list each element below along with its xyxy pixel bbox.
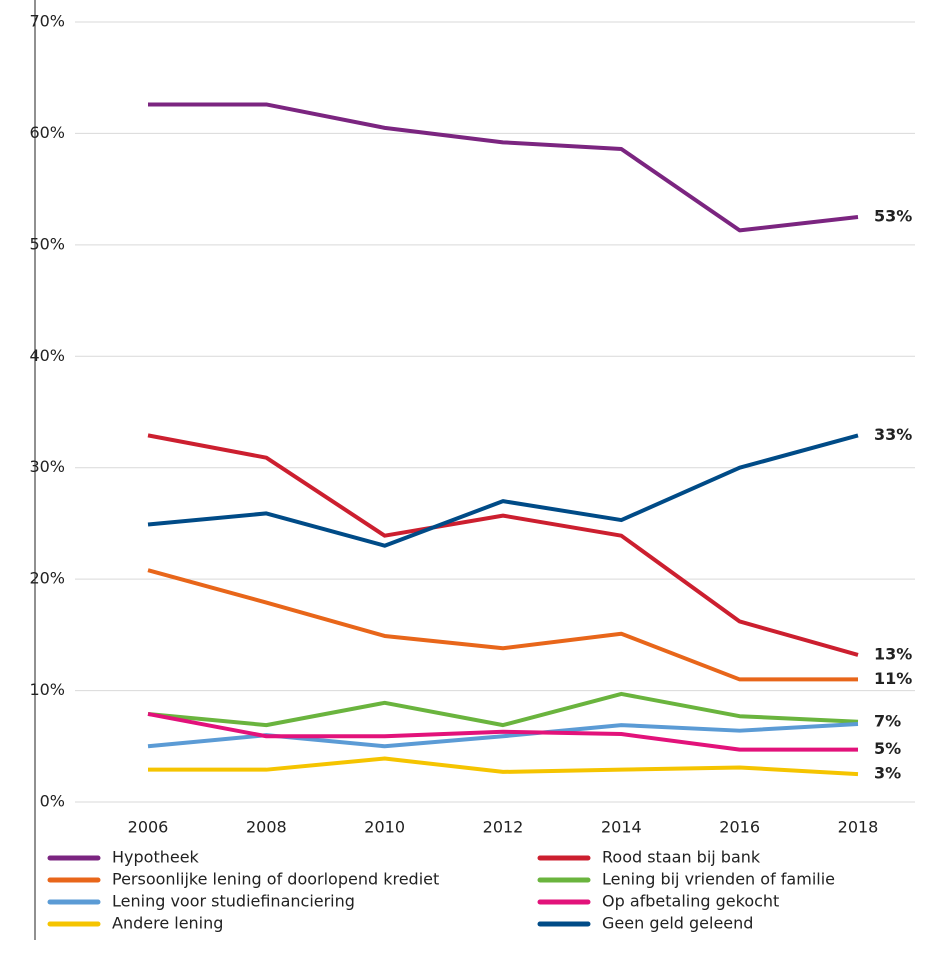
data-label: 3% <box>874 764 901 783</box>
legend-label: Lening bij vrienden of familie <box>602 870 835 889</box>
legend-label: Persoonlijke lening of doorlopend kredie… <box>112 870 439 889</box>
legend-label: Lening voor studiefinanciering <box>112 892 355 911</box>
series-line <box>147 712 858 752</box>
data-label: 7% <box>874 711 901 730</box>
series-line <box>147 433 859 657</box>
y-tick-label: 30% <box>29 457 65 476</box>
y-tick-label: 70% <box>29 12 65 31</box>
series-line <box>147 433 859 548</box>
series-line <box>147 568 858 682</box>
x-tick-label: 2016 <box>719 818 760 837</box>
legend-label: Andere lening <box>112 914 223 933</box>
x-tick-label: 2014 <box>601 818 642 837</box>
x-tick-label: 2010 <box>364 818 405 837</box>
data-label: 33% <box>874 425 912 444</box>
legend-label: Rood staan bij bank <box>602 848 761 867</box>
series-line <box>148 102 859 233</box>
data-label: 13% <box>874 644 912 663</box>
series-line <box>147 691 859 728</box>
data-label: 53% <box>874 207 912 226</box>
legend-label: Op afbetaling gekocht <box>602 892 779 911</box>
y-tick-label: 20% <box>29 569 65 588</box>
legend-label: Geen geld geleend <box>602 914 753 933</box>
data-label: 11% <box>874 669 912 688</box>
y-tick-label: 50% <box>29 234 65 253</box>
x-tick-label: 2018 <box>838 818 879 837</box>
y-tick-label: 0% <box>40 792 65 811</box>
series-line <box>148 756 859 777</box>
legend-label: Hypotheek <box>112 848 200 867</box>
x-tick-label: 2006 <box>128 818 169 837</box>
y-tick-label: 10% <box>29 680 65 699</box>
y-tick-label: 60% <box>29 123 65 142</box>
y-tick-label: 40% <box>29 346 65 365</box>
data-label: 5% <box>874 739 901 758</box>
x-tick-label: 2012 <box>483 818 524 837</box>
x-tick-label: 2008 <box>246 818 287 837</box>
